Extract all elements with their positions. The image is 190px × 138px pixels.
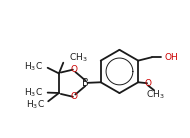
Text: O: O [144, 79, 151, 88]
Text: B: B [82, 78, 89, 88]
Text: O: O [71, 92, 78, 101]
Text: CH$_3$: CH$_3$ [69, 52, 88, 64]
Text: CH$_3$: CH$_3$ [146, 88, 165, 101]
Text: O: O [71, 65, 78, 74]
Text: H$_3$C: H$_3$C [25, 98, 44, 111]
Text: H$_3$C: H$_3$C [24, 86, 43, 99]
Text: H$_3$C: H$_3$C [24, 60, 43, 73]
Text: OH: OH [165, 53, 179, 62]
